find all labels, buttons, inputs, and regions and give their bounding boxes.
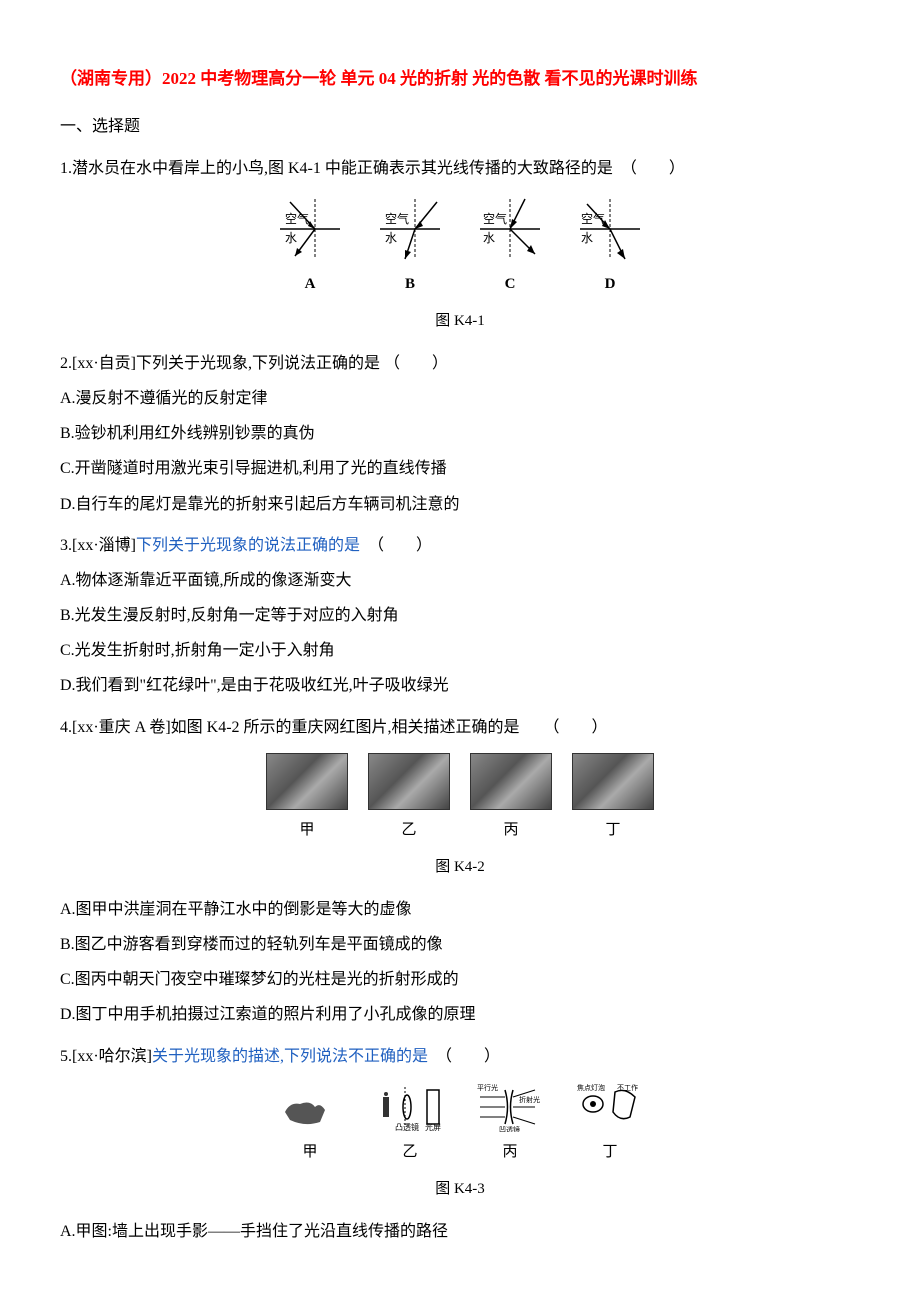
question-3: 3.[xx·淄博]下列关于光现象的说法正确的是 （ ） A.物体逐渐靠近平面镜,…	[60, 528, 860, 704]
refraction-diagram-a: 空气 水 A	[275, 194, 345, 301]
photo-ding: 丁	[572, 753, 654, 847]
q2-option-b: B.验钞机利用红外线辨别钞票的真伪	[60, 416, 860, 451]
hand-shadow-icon	[275, 1082, 345, 1132]
svg-text:空气: 空气	[483, 211, 507, 226]
q4-option-b: B.图乙中游客看到穿楼而过的轻轨列车是平面镜成的像	[60, 927, 860, 962]
document-title: （湖南专用）2022 中考物理高分一轮 单元 04 光的折射 光的色散 看不见的…	[60, 60, 860, 97]
sketch-bing: 平行光 凹透镜 折射光 丙	[475, 1082, 545, 1169]
svg-text:光屏: 光屏	[425, 1122, 441, 1132]
photo-placeholder	[266, 753, 348, 810]
svg-text:折射光: 折射光	[519, 1095, 540, 1104]
q2-text: 2.[xx·自贡]下列关于光现象,下列说法正确的是 （ ）	[60, 346, 860, 381]
q2-option-d: D.自行车的尾灯是靠光的折射来引起后方车辆司机注意的	[60, 487, 860, 522]
svg-text:水: 水	[385, 231, 397, 245]
photo-placeholder	[470, 753, 552, 810]
sketch-label: 乙	[402, 1136, 417, 1169]
photo-label: 丙	[503, 814, 518, 847]
refraction-diagram-d: 空气 水 D	[575, 194, 645, 301]
convex-lens-icon: 凸透镜 光屏	[375, 1082, 445, 1132]
q3-text: 3.[xx·淄博]下列关于光现象的说法正确的是 （ ）	[60, 528, 860, 563]
svg-text:不工作: 不工作	[617, 1083, 638, 1092]
q5-prefix: 5.[xx·哈尔滨]	[60, 1048, 152, 1065]
question-5: 5.[xx·哈尔滨]关于光现象的描述,下列说法不正确的是 （ ） 甲 凸透镜 光…	[60, 1039, 860, 1249]
q3-option-a: A.物体逐渐靠近平面镜,所成的像逐渐变大	[60, 563, 860, 598]
q4-option-a: A.图甲中洪崖洞在平静江水中的倒影是等大的虚像	[60, 892, 860, 927]
svg-text:水: 水	[483, 231, 495, 245]
photo-label: 丁	[605, 814, 620, 847]
figure-caption: 图 K4-2	[60, 851, 860, 884]
svg-text:平行光: 平行光	[477, 1083, 498, 1092]
svg-text:凹透镜: 凹透镜	[499, 1125, 520, 1132]
q4-option-c: C.图丙中朝天门夜空中璀璨梦幻的光柱是光的折射形成的	[60, 962, 860, 997]
question-1: 1.潜水员在水中看岸上的小鸟,图 K4-1 中能正确表示其光线传播的大致路径的是…	[60, 151, 860, 338]
q3-option-c: C.光发生折射时,折射角一定小于入射角	[60, 633, 860, 668]
svg-text:凸透镜: 凸透镜	[395, 1122, 419, 1132]
q4-text: 4.[xx·重庆 A 卷]如图 K4-2 所示的重庆网红图片,相关描述正确的是 …	[60, 710, 860, 745]
svg-text:水: 水	[581, 231, 593, 245]
figure-k4-3: 甲 凸透镜 光屏 乙	[60, 1082, 860, 1169]
photo-label: 乙	[401, 814, 416, 847]
q5-suffix: （ ）	[428, 1048, 500, 1065]
q5-text: 5.[xx·哈尔滨]关于光现象的描述,下列说法不正确的是 （ ）	[60, 1039, 860, 1074]
question-2: 2.[xx·自贡]下列关于光现象,下列说法正确的是 （ ） A.漫反射不遵循光的…	[60, 346, 860, 522]
diagram-label: B	[405, 268, 415, 301]
photo-bing: 丙	[470, 753, 552, 847]
ray-diagram-icon: 空气 水	[575, 194, 645, 264]
q2-option-a: A.漫反射不遵循光的反射定律	[60, 381, 860, 416]
refraction-diagram-c: 空气 水 C	[475, 194, 545, 301]
q5-link-text: 关于光现象的描述,下列说法不正确的是	[152, 1048, 428, 1065]
sketch-label: 丁	[602, 1136, 617, 1169]
svg-text:焦点灯泡: 焦点灯泡	[577, 1083, 605, 1092]
sketch-label: 甲	[302, 1136, 317, 1169]
svg-text:水: 水	[285, 231, 297, 245]
q1-text: 1.潜水员在水中看岸上的小鸟,图 K4-1 中能正确表示其光线传播的大致路径的是…	[60, 151, 860, 186]
ray-diagram-icon: 空气 水	[275, 194, 345, 264]
ray-diagram-icon: 空气 水	[375, 194, 445, 264]
diagram-label: C	[505, 268, 516, 301]
photo-placeholder	[572, 753, 654, 810]
sketch-jia: 甲	[275, 1082, 345, 1169]
svg-text:空气: 空气	[581, 211, 605, 226]
q2-option-c: C.开凿隧道时用激光束引导掘进机,利用了光的直线传播	[60, 451, 860, 486]
photo-yi: 乙	[368, 753, 450, 847]
svg-text:空气: 空气	[385, 211, 409, 226]
photo-label: 甲	[299, 814, 314, 847]
figure-k4-1: 空气 水 A 空气 水 B	[60, 194, 860, 301]
photo-placeholder	[368, 753, 450, 810]
figure-caption: 图 K4-1	[60, 305, 860, 338]
diagram-label: A	[305, 268, 316, 301]
sketch-label: 丙	[502, 1136, 517, 1169]
q3-option-b: B.光发生漫反射时,反射角一定等于对应的入射角	[60, 598, 860, 633]
q4-option-d: D.图丁中用手机拍摄过江索道的照片利用了小孔成像的原理	[60, 997, 860, 1032]
question-4: 4.[xx·重庆 A 卷]如图 K4-2 所示的重庆网红图片,相关描述正确的是 …	[60, 710, 860, 1033]
diagram-label: D	[605, 268, 616, 301]
q3-link-text: 下列关于光现象的说法正确的是	[136, 537, 360, 554]
photo-jia: 甲	[266, 753, 348, 847]
q5-option-a: A.甲图:墙上出现手影——手挡住了光沿直线传播的路径	[60, 1214, 860, 1249]
q3-suffix: （ ）	[360, 537, 432, 554]
section-heading: 一、选择题	[60, 109, 860, 144]
sketch-ding: 焦点灯泡 不工作 丁	[575, 1082, 645, 1169]
ray-diagram-icon: 空气 水	[475, 194, 545, 264]
q3-option-d: D.我们看到"红花绿叶",是由于花吸收红光,叶子吸收绿光	[60, 668, 860, 703]
sketch-yi: 凸透镜 光屏 乙	[375, 1082, 445, 1169]
figure-caption: 图 K4-3	[60, 1173, 860, 1206]
bulb-setup-icon: 焦点灯泡 不工作	[575, 1082, 645, 1132]
q3-prefix: 3.[xx·淄博]	[60, 537, 136, 554]
refraction-diagram-b: 空气 水 B	[375, 194, 445, 301]
figure-k4-2: 甲 乙 丙 丁	[60, 753, 860, 847]
concave-lens-icon: 平行光 凹透镜 折射光	[475, 1082, 545, 1132]
svg-text:空气: 空气	[285, 211, 309, 226]
